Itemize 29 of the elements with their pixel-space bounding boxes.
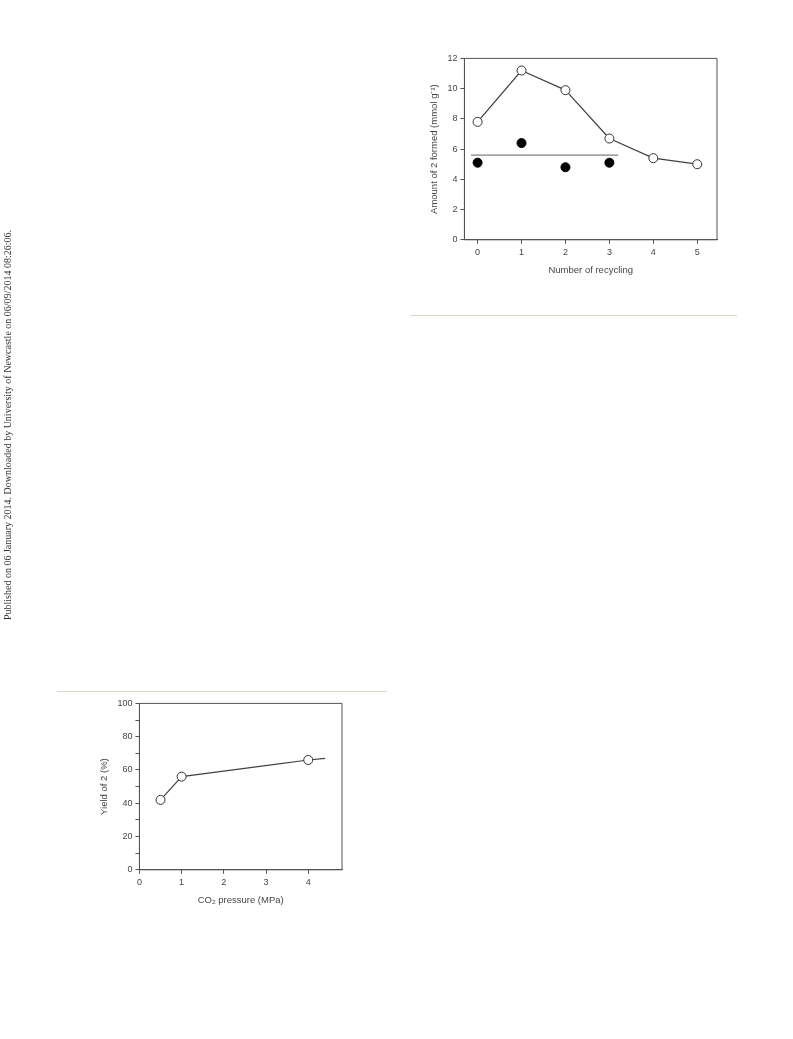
x-axis-title: Number of recycling [548, 263, 633, 275]
y-tick-label: 0 [452, 234, 458, 245]
y-tick-label: 60 [122, 764, 133, 775]
y-tick-label: 8 [452, 113, 458, 124]
x-tick-label: 0 [475, 246, 481, 257]
y-tick-label: 0 [127, 864, 133, 875]
y-tick-label: 40 [122, 797, 133, 808]
y-tick-label: 12 [447, 52, 458, 63]
y-tick-label: 6 [452, 143, 458, 154]
y-tick-label: 10 [447, 83, 458, 94]
y-axis-title: Yield of 2 (%) [98, 758, 110, 815]
x-axis-title: CO₂ pressure (MPa) [197, 893, 284, 905]
x-tick-label: 5 [694, 246, 700, 257]
text: Published on 06 January 2014. Downloaded by University of Newcastle on 06/09/2014 08:26:06. [2, 230, 13, 620]
x-tick-label: 4 [305, 876, 311, 887]
x-tick-label: 1 [179, 876, 185, 887]
y-tick-label: 20 [122, 831, 133, 841]
y-tick-label: 100 [117, 697, 133, 708]
y-axis-title: Amount of 2 formed (mmol g⁻¹) [428, 84, 440, 214]
x-tick-label: 0 [136, 876, 142, 887]
x-tick-label: 4 [650, 246, 656, 257]
x-tick-label: 2 [221, 876, 227, 887]
x-tick-label: 1 [519, 246, 525, 257]
y-tick-label: 4 [452, 173, 458, 184]
x-tick-label: 2 [562, 246, 568, 257]
y-tick-label: 80 [122, 731, 133, 742]
y-tick-label: 2 [452, 204, 458, 215]
x-tick-label: 3 [263, 876, 269, 887]
x-tick-label: 3 [606, 246, 612, 257]
